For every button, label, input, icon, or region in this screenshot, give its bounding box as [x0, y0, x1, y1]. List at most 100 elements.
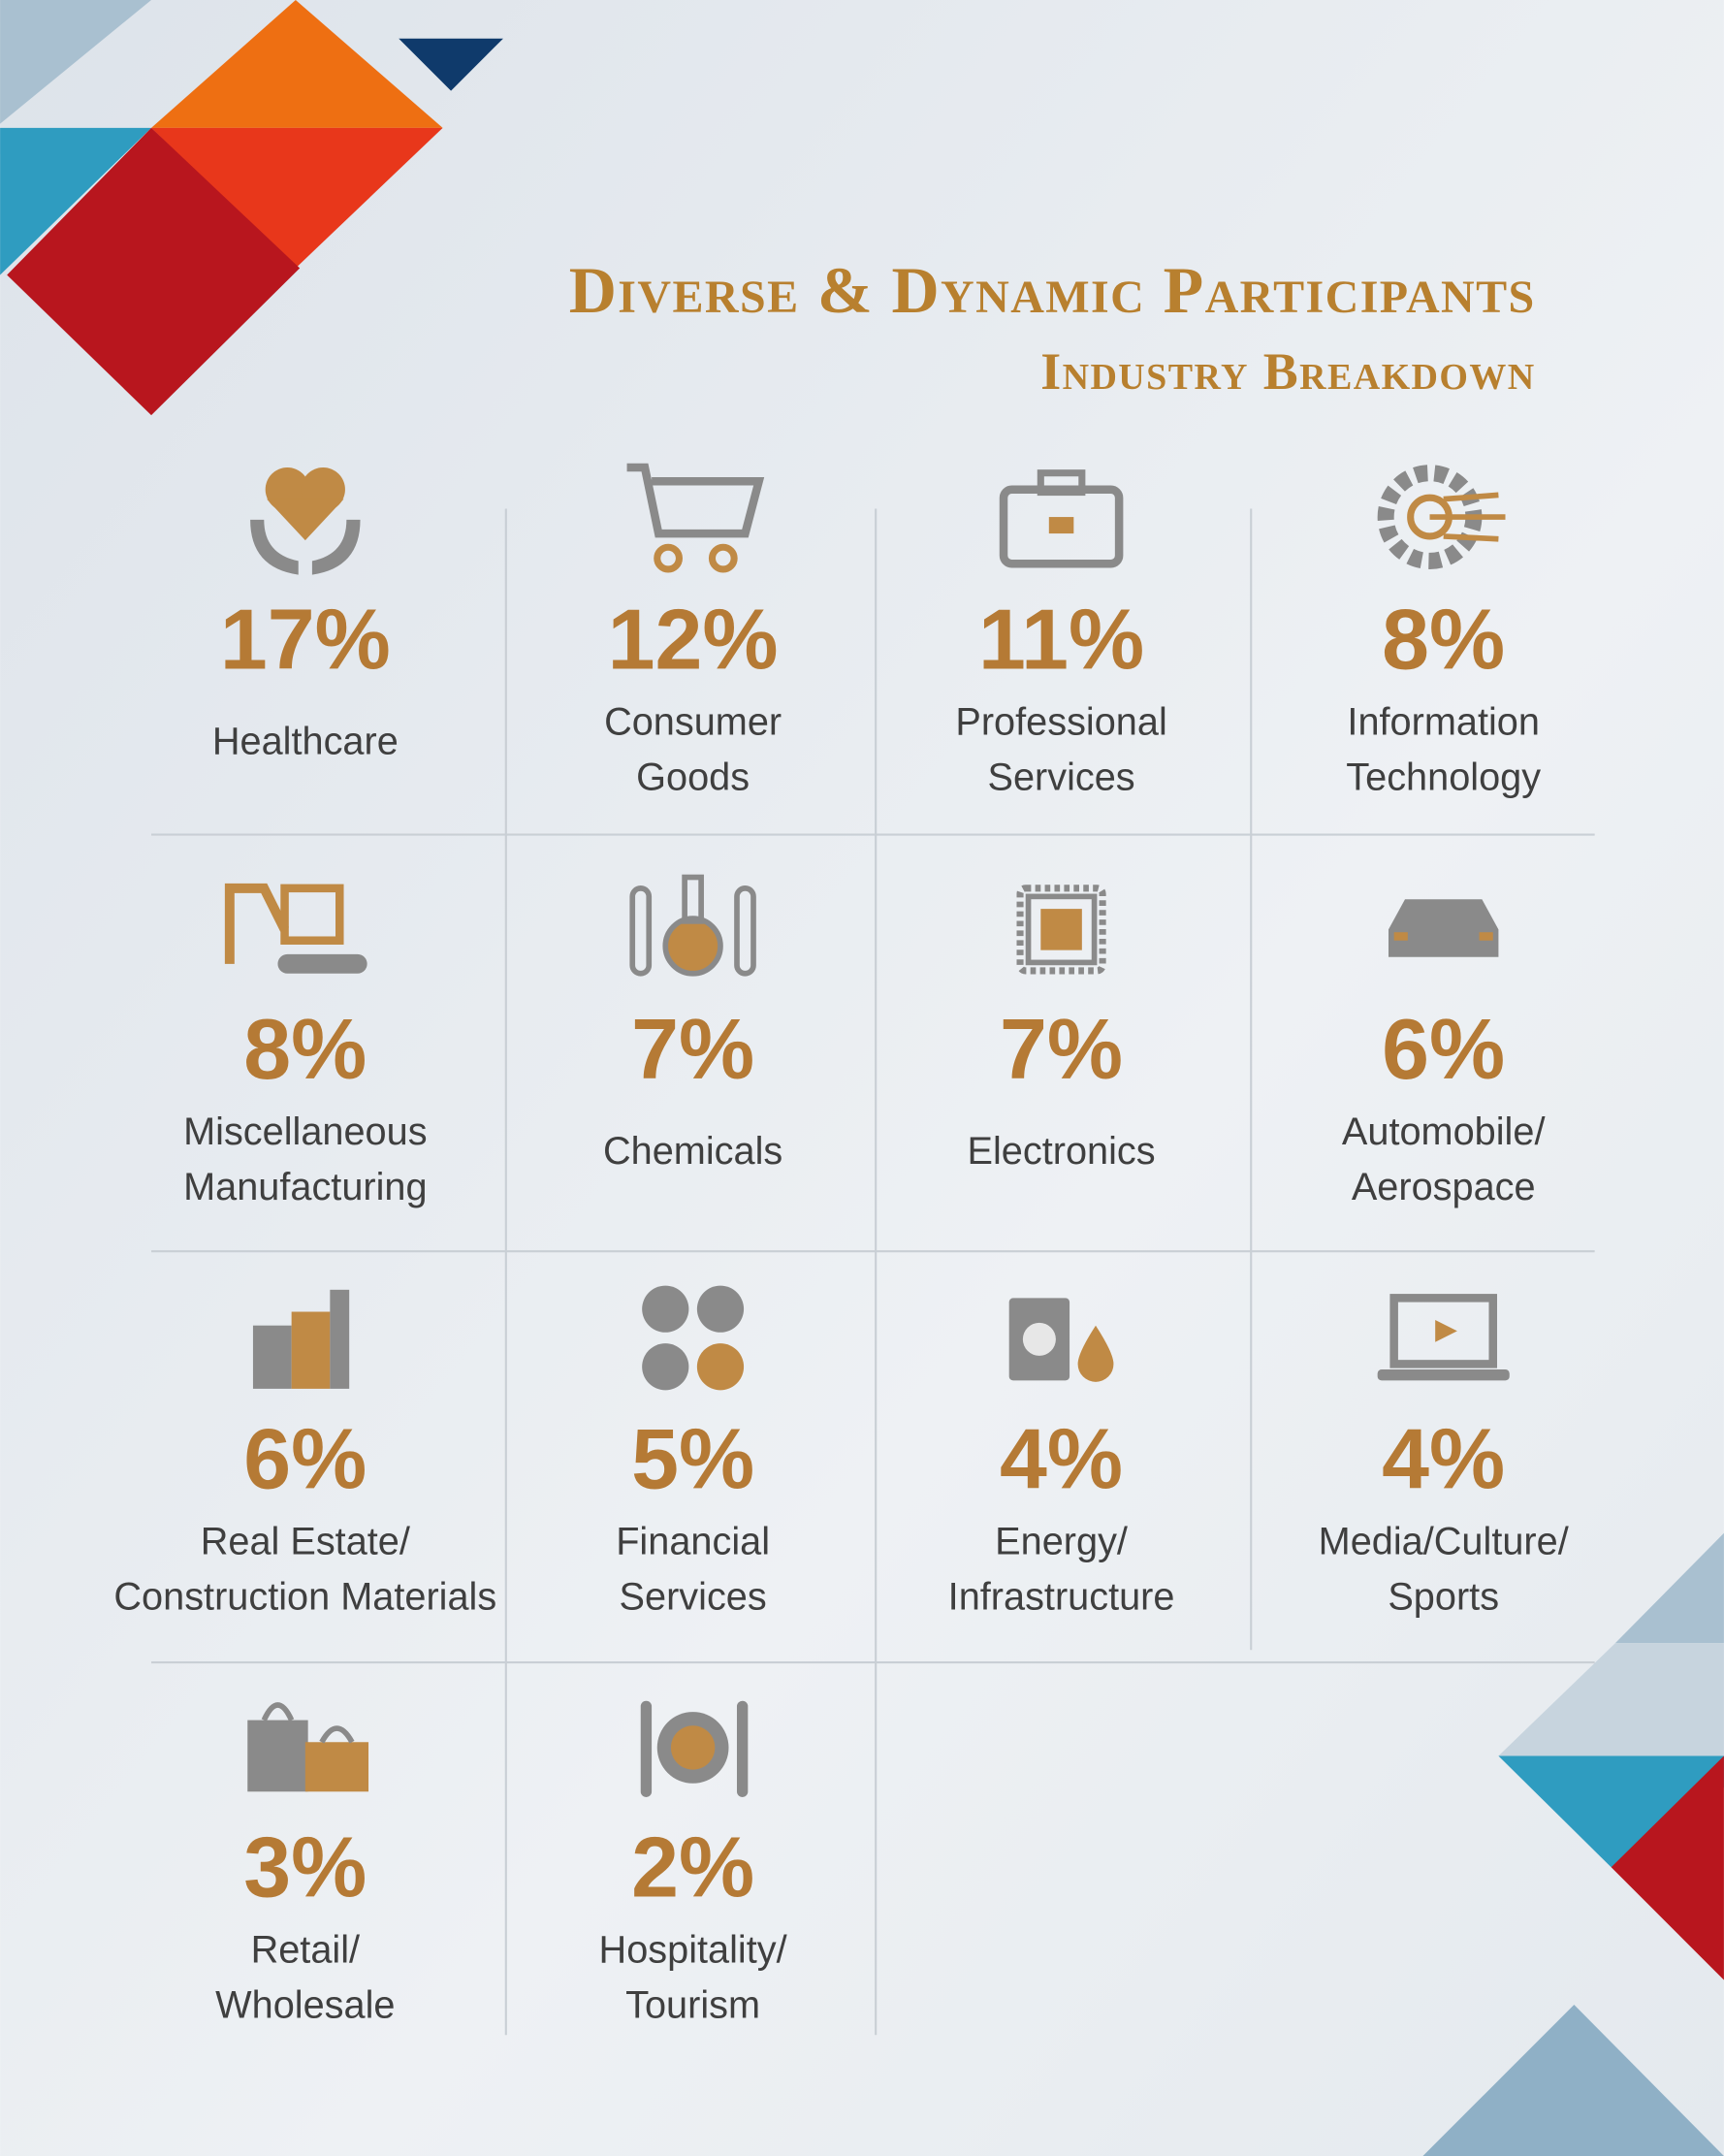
industry-percent: 4%: [1000, 1411, 1123, 1507]
industry-label: Infrastructure: [948, 1575, 1175, 1618]
industry-label: Tourism: [625, 1983, 760, 2026]
industry-icon: [1377, 1294, 1510, 1381]
industry-item: 17% Healthcare: [212, 467, 399, 762]
icon-part: [642, 1285, 689, 1333]
industry-label: Manufacturing: [183, 1166, 428, 1208]
industry-percent: 6%: [1382, 1001, 1505, 1097]
decor: [1422, 2005, 1724, 2156]
industry-label: Hospitality/: [599, 1929, 788, 1972]
decor: [1498, 1643, 1724, 1756]
industry-item: 6% Real Estate/Construction Materials: [113, 1289, 496, 1618]
industry-item: 8% Information Technology: [1346, 465, 1541, 798]
industry-item: 11% Professional Services: [955, 469, 1167, 798]
icon-part: [682, 874, 704, 924]
icon-part: [330, 1289, 350, 1389]
icon-part: [1077, 1325, 1114, 1382]
industry-icon: [629, 874, 756, 977]
industry-label: Information: [1347, 701, 1540, 744]
industry-label: Chemicals: [603, 1130, 782, 1173]
decor: [7, 127, 301, 416]
industry-icon: [247, 1702, 369, 1792]
icon-part: [670, 1725, 716, 1770]
industry-percent: 4%: [1382, 1411, 1505, 1507]
industry-label: Wholesale: [215, 1983, 395, 2026]
industry-percent: 2%: [631, 1819, 754, 1915]
icon-part: [267, 499, 344, 541]
icon-part: [1435, 1320, 1457, 1342]
icon-part: [696, 1285, 745, 1333]
industry-icon: [642, 1285, 745, 1391]
industry-percent: 8%: [243, 1001, 367, 1097]
decor: [399, 38, 503, 91]
icon-part: [1389, 1294, 1497, 1368]
industry-icon: [1008, 1298, 1114, 1382]
industry-icon: [224, 883, 367, 974]
decor: [151, 0, 443, 128]
decor: [1498, 1755, 1724, 1868]
industry-item: 3% Retail/Wholesale: [215, 1702, 395, 2026]
industry-icon: [626, 463, 765, 573]
industry-icon: [999, 469, 1124, 568]
industry-percent: 7%: [631, 1001, 754, 1097]
dividers: [151, 508, 1595, 2036]
industry-item: 4% Media/Culture/Sports: [1319, 1294, 1570, 1618]
icon-part: [1429, 492, 1506, 542]
industry-icon: [252, 1289, 350, 1389]
industry-label: Automobile/: [1342, 1110, 1547, 1153]
industry-label: Goods: [636, 756, 750, 798]
industry-item: 7% Chemicals: [603, 874, 782, 1173]
industry-label: Professional: [955, 701, 1166, 744]
icon-part: [1025, 893, 1098, 966]
industry-label: Technology: [1346, 756, 1541, 798]
icon-part: [1388, 899, 1499, 957]
industry-label: Services: [987, 756, 1134, 798]
industry-icon: [640, 1700, 749, 1797]
icon-part: [654, 543, 683, 573]
industry-label: Retail/: [251, 1929, 361, 1972]
icon-part: [696, 1343, 745, 1391]
icon-part: [247, 1720, 308, 1792]
industry-label: Sports: [1388, 1575, 1499, 1618]
icon-part: [304, 1742, 369, 1792]
industry-icon: [250, 467, 361, 575]
industry-percent: 12%: [608, 592, 779, 688]
icon-part: [734, 885, 756, 977]
decor: [1611, 1755, 1724, 1980]
industry-icon: [1016, 885, 1106, 975]
industry-label: Aerospace: [1352, 1166, 1536, 1208]
icon-part: [1040, 909, 1082, 950]
industry-item: 4% Energy/Infrastructure: [948, 1298, 1175, 1618]
industry-icon: [1388, 899, 1499, 957]
industry-icon: [1377, 465, 1506, 569]
industry-percent: 5%: [631, 1411, 754, 1507]
icon-part: [252, 1325, 292, 1389]
icon-part: [642, 1343, 689, 1391]
icon-part: [277, 953, 367, 974]
icon-part: [736, 1700, 749, 1797]
industry-item: 2% Hospitality/Tourism: [599, 1700, 788, 2026]
industry-percent: 6%: [243, 1411, 367, 1507]
industry-percent: 8%: [1382, 592, 1505, 688]
industry-percent: 17%: [220, 592, 391, 688]
decor: [151, 127, 443, 269]
industry-item: 12% Consumer Goods: [604, 463, 782, 798]
industry-label: Services: [620, 1575, 767, 1618]
icon-part: [1016, 885, 1106, 975]
icon-part: [626, 463, 765, 538]
icon-part: [662, 916, 723, 977]
industry-percent: 11%: [978, 592, 1144, 688]
industry-label: Miscellaneous: [183, 1110, 427, 1153]
industry-percent: 7%: [1000, 1001, 1123, 1097]
industry-label: Construction Materials: [113, 1575, 496, 1618]
industry-label: Real Estate/: [201, 1521, 411, 1563]
grid: 17% Healthcare 12% Consumer Goods 11% Professi…: [113, 463, 1570, 2026]
icon-part: [640, 1700, 653, 1797]
decor: [1614, 1532, 1724, 1644]
icon-part: [261, 1702, 355, 1744]
industry-item: 5% Financial Services: [616, 1285, 770, 1618]
industry-label: Electronics: [968, 1130, 1156, 1173]
industry-item: 8% Miscellaneous Manufacturing: [183, 883, 428, 1208]
icon-part: [1037, 469, 1086, 497]
